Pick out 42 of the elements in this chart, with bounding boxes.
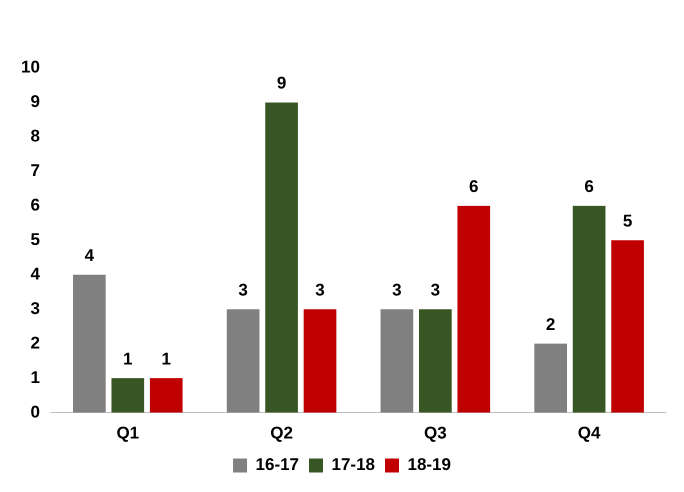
bar	[534, 344, 568, 413]
data-label: 3	[238, 280, 248, 300]
x-tick-label: Q2	[270, 423, 293, 442]
x-tick-label: Q4	[578, 423, 601, 442]
y-tick-label: 5	[30, 230, 40, 249]
data-label: 6	[469, 177, 479, 196]
bar	[265, 102, 298, 413]
y-tick-label: 6	[30, 196, 40, 215]
legend-label: 18-19	[407, 455, 451, 474]
bar	[611, 240, 644, 413]
bar	[73, 274, 106, 413]
bar	[150, 378, 183, 413]
y-tick-label: 3	[30, 298, 40, 318]
bar	[419, 309, 452, 413]
data-label: 6	[584, 177, 594, 196]
bar	[304, 309, 336, 413]
y-tick-label: 8	[30, 126, 40, 146]
data-label: 4	[84, 246, 95, 265]
y-tick-label: 2	[30, 333, 40, 352]
legend-label: 17-18	[332, 455, 375, 474]
y-tick-label: 4	[30, 264, 40, 284]
x-tick-label: Q1	[116, 423, 140, 442]
bar	[457, 206, 490, 413]
y-tick-label: 7	[30, 161, 40, 180]
data-label: 3	[430, 280, 440, 300]
y-tick-label: 10	[20, 58, 40, 77]
legend-label: 16-17	[256, 455, 300, 474]
data-label: 3	[392, 280, 402, 300]
data-label: 2	[546, 314, 556, 334]
data-label: 5	[622, 211, 632, 230]
data-label: 3	[315, 280, 325, 300]
bar	[380, 309, 414, 413]
y-tick-label: 0	[30, 402, 40, 422]
bar	[572, 206, 606, 413]
y-tick-label: 1	[30, 368, 40, 387]
data-label: 1	[123, 349, 133, 368]
data-label: 9	[276, 74, 286, 93]
y-tick-label: 9	[30, 92, 40, 112]
x-tick-label: Q3	[424, 423, 447, 442]
bar	[226, 309, 260, 413]
bar	[111, 378, 144, 413]
data-label: 1	[162, 349, 171, 368]
